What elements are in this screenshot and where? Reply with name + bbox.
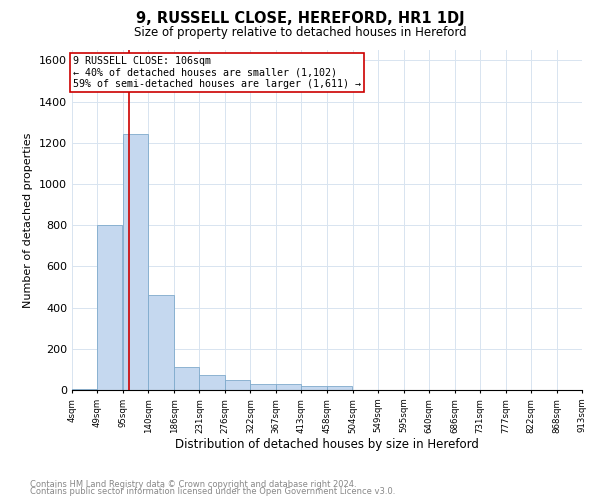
Text: 9 RUSSELL CLOSE: 106sqm
← 40% of detached houses are smaller (1,102)
59% of semi: 9 RUSSELL CLOSE: 106sqm ← 40% of detache… (73, 56, 361, 90)
Y-axis label: Number of detached properties: Number of detached properties (23, 132, 34, 308)
Text: Contains HM Land Registry data © Crown copyright and database right 2024.: Contains HM Land Registry data © Crown c… (30, 480, 356, 489)
Bar (327, 386, 352, 390)
Bar (72, 389, 97, 390)
Bar (174, 368, 199, 390)
Text: 9, RUSSELL CLOSE, HEREFORD, HR1 1DJ: 9, RUSSELL CLOSE, HEREFORD, HR1 1DJ (136, 11, 464, 26)
Bar (250, 384, 275, 390)
Text: Contains public sector information licensed under the Open Government Licence v3: Contains public sector information licen… (30, 487, 395, 496)
Bar (275, 384, 301, 390)
Bar (97, 225, 122, 390)
Bar (301, 386, 327, 390)
Bar (224, 380, 250, 390)
X-axis label: Distribution of detached houses by size in Hereford: Distribution of detached houses by size … (175, 438, 479, 451)
Bar (199, 374, 224, 390)
Bar (148, 295, 173, 390)
Bar (123, 134, 148, 390)
Text: Size of property relative to detached houses in Hereford: Size of property relative to detached ho… (134, 26, 466, 39)
